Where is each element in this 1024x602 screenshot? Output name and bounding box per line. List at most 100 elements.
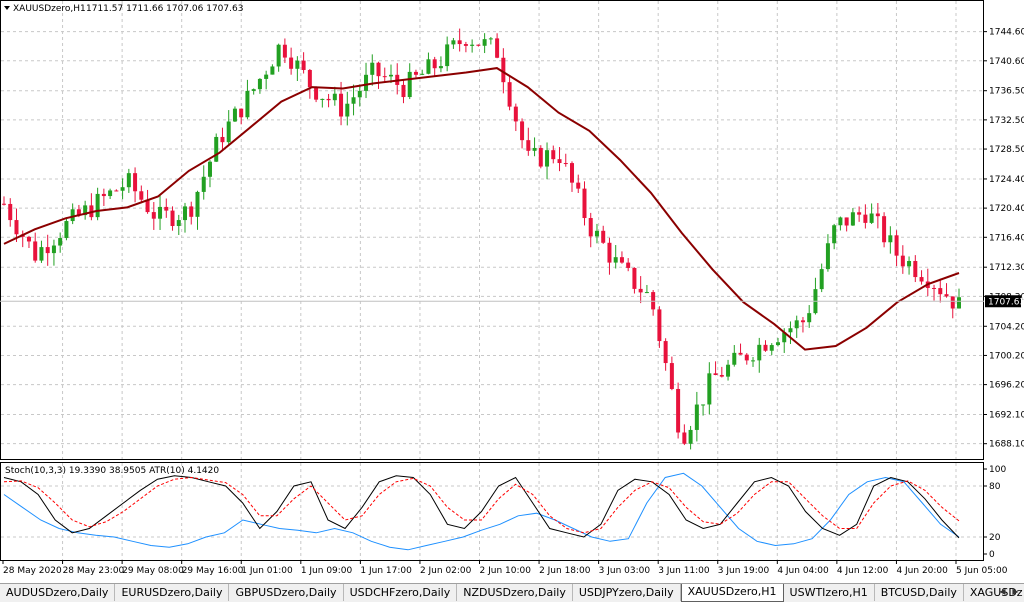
candle-body xyxy=(226,121,231,143)
candle-body xyxy=(819,269,824,290)
candle-body xyxy=(751,360,756,362)
candle-body xyxy=(732,352,737,365)
tab-xauusdzero-h1[interactable]: XAUUSDzero,H1 xyxy=(680,584,784,602)
current-price: 1707.63 xyxy=(988,297,1024,307)
candle-body xyxy=(907,260,912,267)
tab-xagusdz[interactable]: XAGUSDz xyxy=(964,584,1024,601)
tab-nzdusdzero-daily[interactable]: NZDUSDzero,Daily xyxy=(457,584,573,601)
chart-area[interactable]: 1744.60 1740.60 1736.50 1732.50 1728.50 1724.… xyxy=(0,0,1024,583)
tab-usdjpyzero-daily[interactable]: USDJPYzero,Daily xyxy=(573,584,681,601)
candle-body xyxy=(282,44,287,58)
price-tick-label: 1720.40 xyxy=(989,204,1024,214)
candle-body xyxy=(707,373,712,405)
candle-body xyxy=(775,342,780,346)
candle-body xyxy=(495,38,500,58)
candle-body xyxy=(295,60,300,69)
time-tick-label: 3 Jun 03:00 xyxy=(599,566,651,576)
candle-body xyxy=(413,71,418,75)
candle-body xyxy=(882,216,887,243)
tab-btcusd-daily[interactable]: BTCUSD,Daily xyxy=(875,584,964,601)
candle-body xyxy=(164,206,169,211)
time-tick-label: 2 Jun 18:00 xyxy=(539,566,591,576)
current-price-tag: 1707.63 xyxy=(0,295,1024,308)
candle-body xyxy=(788,328,793,333)
candle-body xyxy=(488,38,493,40)
candle-body xyxy=(950,296,955,309)
candle-body xyxy=(794,320,799,329)
candle-body xyxy=(438,66,443,69)
candle-body xyxy=(332,93,337,101)
candle-body xyxy=(726,364,731,377)
candle-body xyxy=(301,60,306,70)
price-tick-label: 1716.40 xyxy=(989,233,1024,243)
candle-body xyxy=(101,193,106,197)
candle-body xyxy=(538,147,543,167)
ma-line xyxy=(3,67,960,351)
candle-body xyxy=(357,90,362,98)
tab-scroll: ◀ ▶ xyxy=(996,585,1022,599)
candle-body xyxy=(426,59,431,74)
candle-body xyxy=(850,212,855,226)
candle-body xyxy=(39,247,44,261)
candle-body xyxy=(407,71,412,98)
tab-gbpusdzero-daily[interactable]: GBPUSDzero,Daily xyxy=(229,584,344,601)
candle-body xyxy=(401,84,406,98)
candle-body xyxy=(307,69,312,88)
stoch-main-line xyxy=(3,475,960,539)
candle-body xyxy=(351,97,356,104)
time-tick-label: 5 Jun 05:00 xyxy=(956,566,1008,576)
time-tick-label: 29 May 16:00 xyxy=(182,566,244,576)
candle-body xyxy=(151,212,156,219)
candle-body xyxy=(83,205,88,216)
candle-body xyxy=(339,93,344,117)
candle-body xyxy=(364,74,369,91)
candle-body xyxy=(451,40,456,45)
candle-body xyxy=(183,206,188,221)
candle-body xyxy=(195,191,200,217)
candle-body xyxy=(64,221,69,239)
candle-body xyxy=(701,404,706,406)
candle-body xyxy=(170,210,175,227)
candle-body xyxy=(370,62,375,75)
scroll-left-icon[interactable]: ◀ xyxy=(999,587,1006,596)
candle-body xyxy=(158,206,163,219)
candle-body xyxy=(501,57,506,83)
candle-body xyxy=(220,136,225,143)
candle-body xyxy=(601,230,606,243)
atr-line xyxy=(3,472,960,551)
price-tick-label: 1744.60 xyxy=(989,28,1024,38)
time-tick-label: 4 Jun 20:00 xyxy=(896,566,948,576)
candle-body xyxy=(944,294,949,297)
candle-body xyxy=(2,203,6,205)
price-tick-label: 1740.60 xyxy=(989,57,1024,67)
moving-average xyxy=(3,67,960,351)
candle-body xyxy=(551,150,556,160)
candle-body xyxy=(126,173,131,188)
price-tick-label: 1700.20 xyxy=(989,351,1024,361)
candle-body xyxy=(682,432,687,444)
candle-body xyxy=(888,235,893,243)
tab-uswtizero-h1[interactable]: USWTIzero,H1 xyxy=(784,584,875,601)
candle-body xyxy=(33,241,38,261)
indicator-title: Stoch(10,3,3) 19.3390 38.9505 ATR(10) 4.… xyxy=(5,466,219,476)
dropdown-arrow-icon[interactable] xyxy=(4,6,10,10)
stoch-signal-line xyxy=(3,476,960,534)
candle-body xyxy=(445,44,450,67)
price-axis: 1744.60 1740.60 1736.50 1732.50 1728.50 1724.… xyxy=(983,28,1024,450)
candle-body xyxy=(894,235,899,256)
indicator-grid xyxy=(1,463,983,560)
candle-body xyxy=(507,82,512,107)
candle-body xyxy=(239,108,244,118)
scroll-right-icon[interactable]: ▶ xyxy=(1012,587,1019,596)
price-tick-label: 1704.20 xyxy=(989,322,1024,332)
candle-body xyxy=(832,225,837,244)
candle-body xyxy=(532,147,537,151)
tab-audusdzero-daily[interactable]: AUDUSDzero,Daily xyxy=(0,584,116,601)
candle-body xyxy=(70,209,75,222)
candle-body xyxy=(838,217,843,226)
candle-body xyxy=(201,176,206,192)
tab-usdchfzero-daily[interactable]: USDCHFzero,Daily xyxy=(344,584,458,601)
tab-eurusdzero-daily[interactable]: EURUSDzero,Daily xyxy=(115,584,230,601)
